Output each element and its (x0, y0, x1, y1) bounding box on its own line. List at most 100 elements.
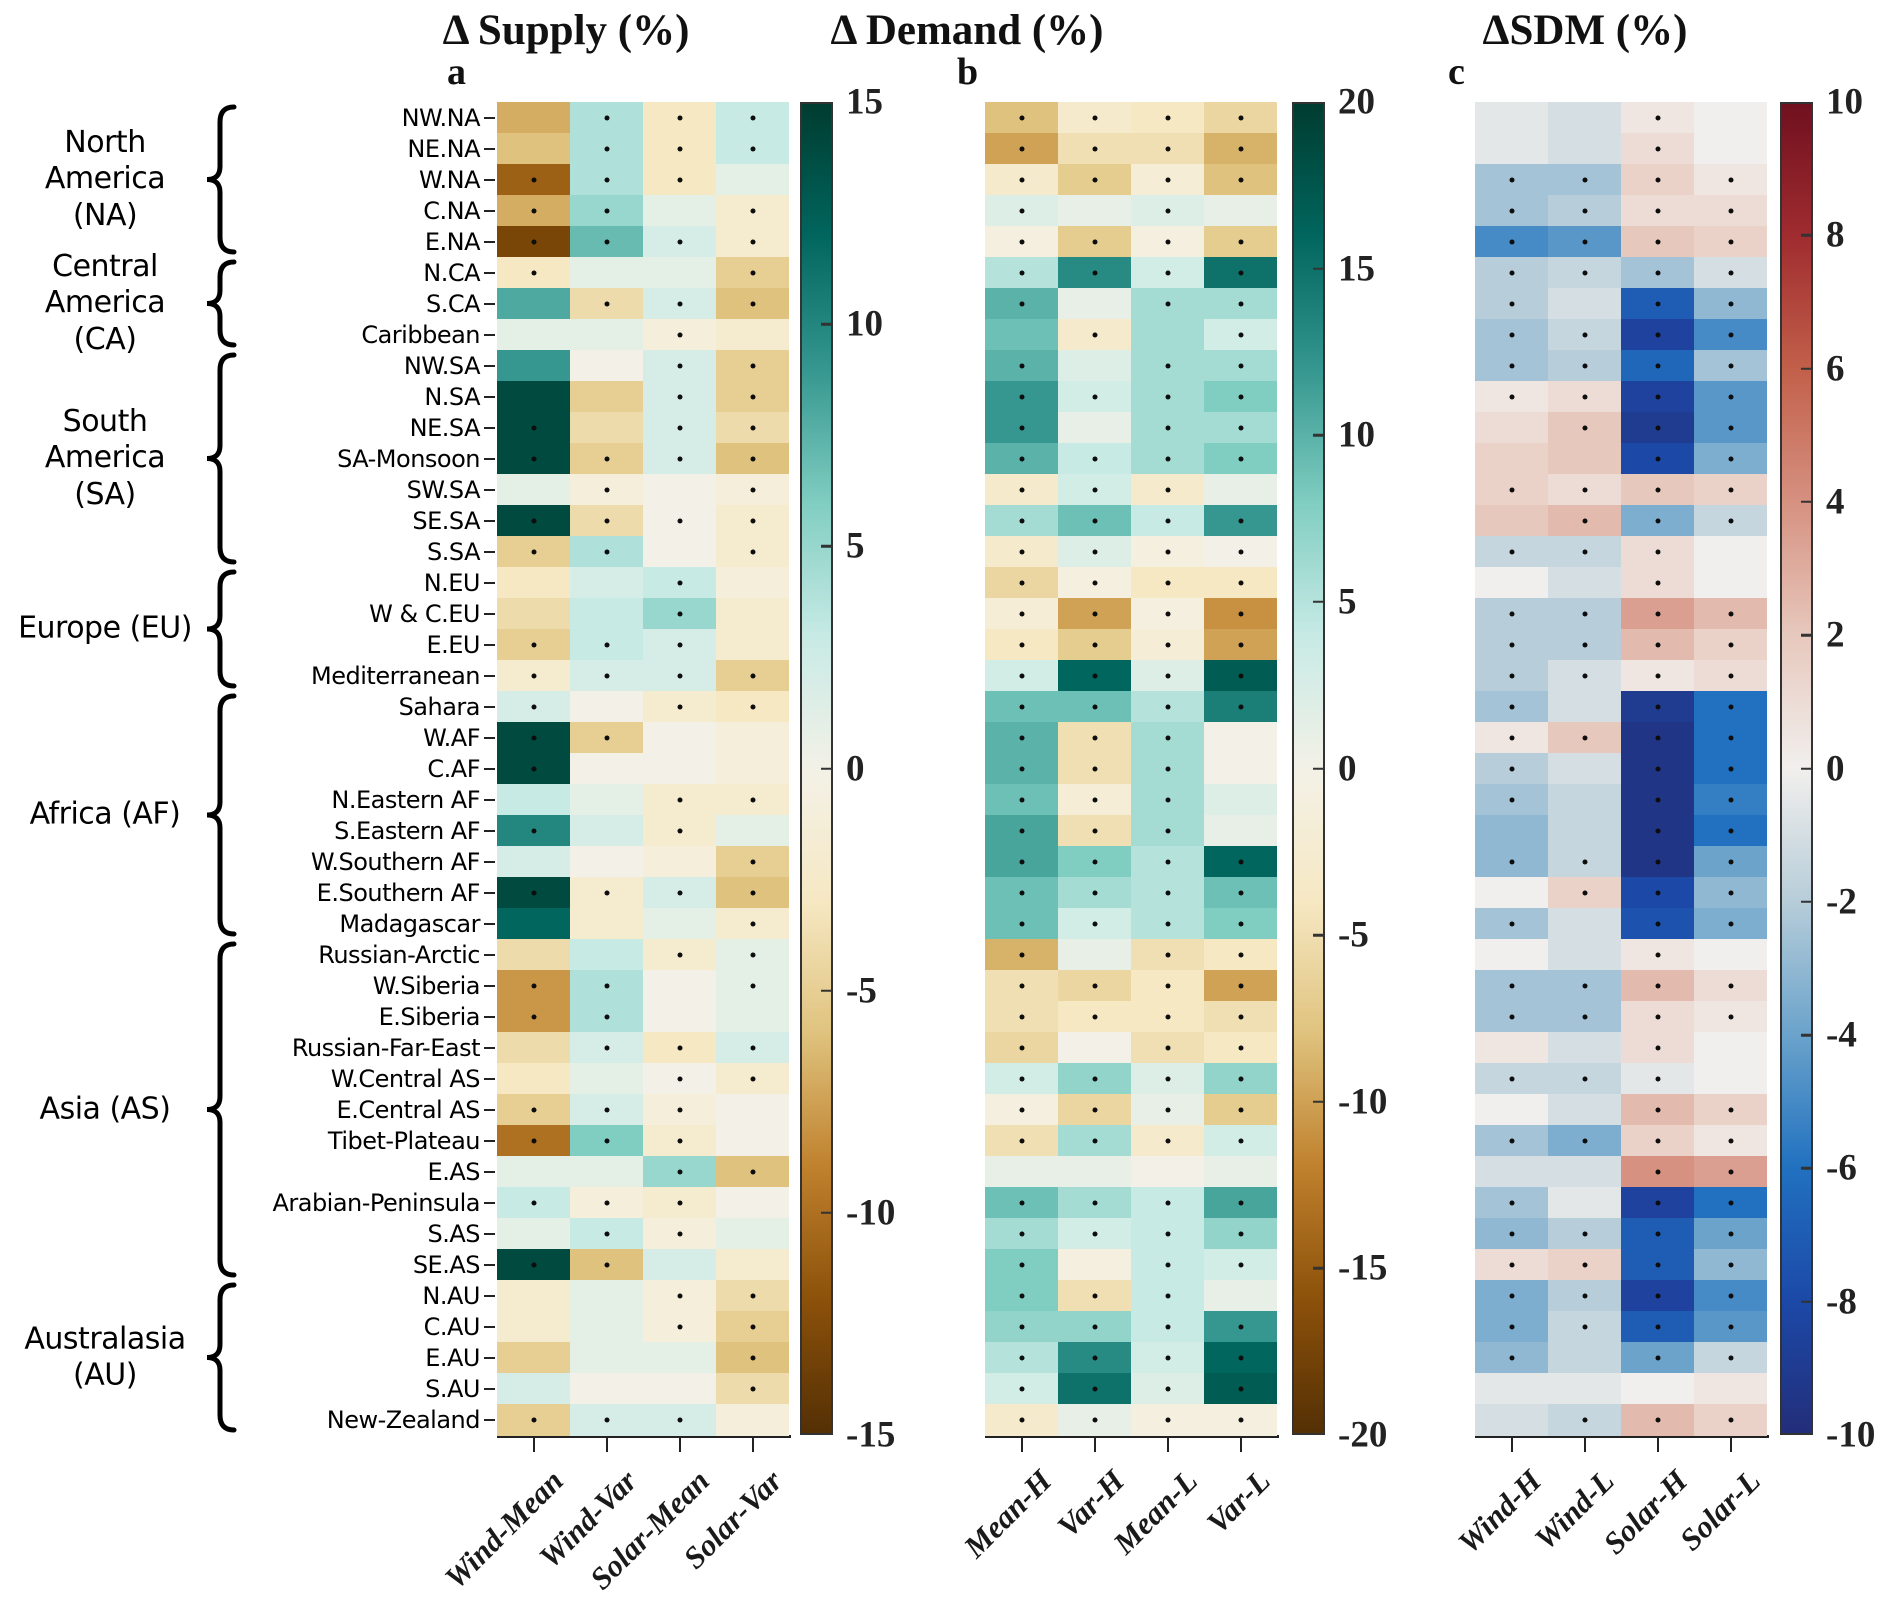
significance-dot-icon (1238, 1355, 1243, 1360)
heatmap-cell (643, 908, 716, 940)
significance-dot-icon (604, 673, 609, 678)
significance-dot-icon (677, 177, 682, 182)
significance-dot-icon (1728, 518, 1733, 523)
region-group-label: Central America (CA) (5, 249, 205, 359)
significance-dot-icon (1165, 704, 1170, 709)
significance-dot-icon (750, 673, 755, 678)
significance-dot-icon (1728, 1293, 1733, 1298)
row-label: N.Eastern AF (331, 785, 480, 814)
significance-dot-icon (1655, 1169, 1660, 1174)
significance-dot-icon (1728, 487, 1733, 492)
heatmap-cell (985, 319, 1058, 351)
colorbar-tick-mark (1313, 1267, 1325, 1270)
heatmap-cell (497, 1373, 570, 1405)
significance-dot-icon (1728, 828, 1733, 833)
significance-dot-icon (1509, 487, 1514, 492)
significance-dot-icon (1165, 1324, 1170, 1329)
column-label: Wind-H (1451, 1463, 1549, 1561)
row-label: S.AS (427, 1219, 480, 1248)
significance-dot-icon (1582, 239, 1587, 244)
heatmap-cell (497, 288, 570, 320)
significance-dot-icon (531, 890, 536, 895)
significance-dot-icon (1655, 611, 1660, 616)
region-group-label: South America (SA) (5, 404, 205, 514)
heatmap-cell (1475, 939, 1548, 971)
significance-dot-icon (1655, 921, 1660, 926)
significance-dot-icon (1019, 177, 1024, 182)
significance-dot-icon (1728, 425, 1733, 430)
colorbar-tick-label: 0 (846, 748, 865, 789)
row-tick-mark (484, 1294, 495, 1297)
significance-dot-icon (1165, 239, 1170, 244)
column-label: Mean-H (956, 1463, 1059, 1565)
colorbar-tick-mark (1801, 900, 1813, 904)
column-tick-mark (751, 1438, 754, 1452)
significance-dot-icon (1582, 1231, 1587, 1236)
heatmap-cell (643, 1342, 716, 1374)
row-tick-mark (484, 1418, 495, 1421)
significance-dot-icon (1728, 1231, 1733, 1236)
row-tick-mark (484, 1325, 495, 1328)
significance-dot-icon (604, 146, 609, 151)
significance-dot-icon (1092, 642, 1097, 647)
significance-dot-icon (1582, 425, 1587, 430)
significance-dot-icon (1728, 1200, 1733, 1205)
region-group-label: North America (NA) (5, 125, 205, 235)
significance-dot-icon (1238, 611, 1243, 616)
significance-dot-icon (1582, 642, 1587, 647)
significance-dot-icon (750, 363, 755, 368)
significance-dot-icon (1728, 642, 1733, 647)
row-label: SW.SA (406, 475, 481, 504)
heatmap-cell (1694, 133, 1767, 165)
significance-dot-icon (1019, 611, 1024, 616)
row-tick-mark (484, 147, 495, 150)
significance-dot-icon (1655, 363, 1660, 368)
significance-dot-icon (1582, 394, 1587, 399)
significance-dot-icon (677, 611, 682, 616)
significance-dot-icon (1509, 673, 1514, 678)
significance-dot-icon (1165, 208, 1170, 213)
heatmap-cell (570, 1373, 643, 1405)
heatmap-cell (716, 1125, 789, 1157)
significance-dot-icon (750, 952, 755, 957)
colorbar-tick-mark (1313, 1100, 1325, 1103)
panel-letter-label: a (447, 51, 466, 93)
row-tick-mark (484, 953, 495, 956)
row-label: E.AU (425, 1343, 480, 1372)
heatmap-cell (1475, 877, 1548, 909)
heatmap-cell (570, 691, 643, 723)
heatmap-cell (1058, 1032, 1131, 1064)
significance-dot-icon (1238, 1076, 1243, 1081)
colorbar-tick-label: 4 (1826, 481, 1845, 523)
significance-dot-icon (1238, 332, 1243, 337)
significance-dot-icon (750, 239, 755, 244)
significance-dot-icon (1655, 704, 1660, 709)
heatmap-cell (1548, 1032, 1621, 1064)
colorbar-tick-label: -15 (846, 1414, 896, 1456)
heatmap-cell (570, 598, 643, 630)
significance-dot-icon (1165, 456, 1170, 461)
significance-dot-icon (1092, 983, 1097, 988)
significance-dot-icon (1238, 301, 1243, 306)
colorbar-tick-mark (1313, 434, 1325, 437)
significance-dot-icon (1655, 673, 1660, 678)
significance-dot-icon (604, 177, 609, 182)
heatmap-cell (716, 567, 789, 599)
significance-dot-icon (1238, 363, 1243, 368)
significance-dot-icon (1165, 394, 1170, 399)
significance-dot-icon (1655, 1045, 1660, 1050)
heatmap-cell (1548, 133, 1621, 165)
heatmap-cell (643, 195, 716, 227)
significance-dot-icon (604, 1262, 609, 1267)
colorbar-tick-label: -5 (1338, 914, 1369, 956)
colorbar-tick-label: -15 (1338, 1247, 1388, 1289)
significance-dot-icon (1165, 1107, 1170, 1112)
row-label: E.Southern AF (316, 878, 481, 907)
significance-dot-icon (1582, 1293, 1587, 1298)
significance-dot-icon (1019, 1324, 1024, 1329)
significance-dot-icon (1092, 673, 1097, 678)
significance-dot-icon (1238, 239, 1243, 244)
significance-dot-icon (1582, 270, 1587, 275)
significance-dot-icon (1165, 177, 1170, 182)
significance-dot-icon (531, 270, 536, 275)
